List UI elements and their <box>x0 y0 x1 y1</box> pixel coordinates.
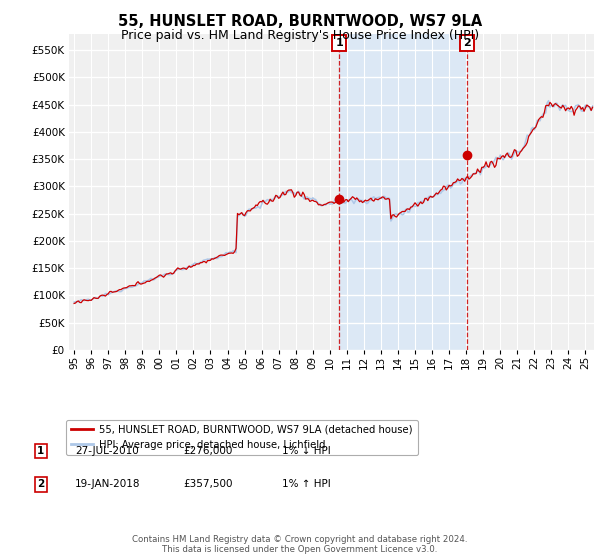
Text: 2: 2 <box>37 479 44 489</box>
Text: Price paid vs. HM Land Registry's House Price Index (HPI): Price paid vs. HM Land Registry's House … <box>121 29 479 42</box>
Legend: 55, HUNSLET ROAD, BURNTWOOD, WS7 9LA (detached house), HPI: Average price, detac: 55, HUNSLET ROAD, BURNTWOOD, WS7 9LA (de… <box>67 419 418 455</box>
Text: 1% ↓ HPI: 1% ↓ HPI <box>282 446 331 456</box>
Text: £357,500: £357,500 <box>183 479 233 489</box>
Text: £276,000: £276,000 <box>183 446 232 456</box>
Text: 27-JUL-2010: 27-JUL-2010 <box>75 446 139 456</box>
Text: Contains HM Land Registry data © Crown copyright and database right 2024.
This d: Contains HM Land Registry data © Crown c… <box>132 535 468 554</box>
Text: 19-JAN-2018: 19-JAN-2018 <box>75 479 140 489</box>
Text: 1: 1 <box>37 446 44 456</box>
Text: 1: 1 <box>335 38 343 48</box>
Text: 1% ↑ HPI: 1% ↑ HPI <box>282 479 331 489</box>
Text: 2: 2 <box>463 38 471 48</box>
Bar <box>339 34 467 350</box>
Text: 55, HUNSLET ROAD, BURNTWOOD, WS7 9LA: 55, HUNSLET ROAD, BURNTWOOD, WS7 9LA <box>118 14 482 29</box>
